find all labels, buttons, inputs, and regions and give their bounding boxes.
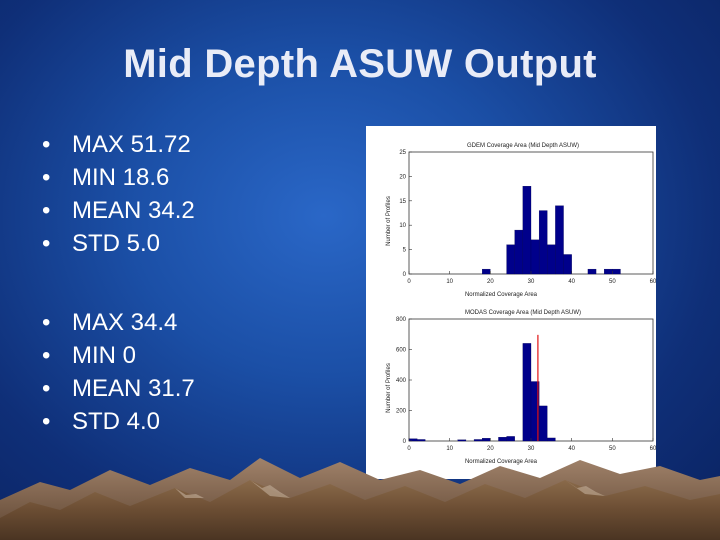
histogram-bar bbox=[555, 205, 564, 275]
stat-item: • MAX 34.4 bbox=[42, 306, 302, 339]
stat-item: • MIN 18.6 bbox=[42, 161, 302, 194]
x-tick-label: 10 bbox=[446, 279, 453, 285]
histogram-bar bbox=[604, 268, 613, 275]
stat-max: MAX 51.72 bbox=[72, 131, 191, 158]
histogram-bar bbox=[612, 268, 621, 275]
histogram-bar bbox=[506, 436, 515, 442]
x-tick-label: 50 bbox=[609, 279, 616, 285]
histogram-bar bbox=[547, 437, 556, 442]
bullet-icon: • bbox=[42, 375, 51, 402]
chart-title: MODAS Coverage Area (Mid Depth ASUW) bbox=[465, 310, 581, 316]
stat-item: • MEAN 34.2 bbox=[42, 194, 302, 227]
bullet-icon: • bbox=[42, 408, 51, 435]
histogram-bar bbox=[530, 239, 540, 275]
y-tick-label: 400 bbox=[396, 378, 407, 384]
x-tick-label: 20 bbox=[487, 446, 494, 452]
chart-title: GDEM Coverage Area (Mid Depth ASUW) bbox=[467, 143, 579, 149]
x-tick-label: 20 bbox=[487, 279, 494, 285]
x-tick-label: 0 bbox=[407, 279, 411, 285]
x-tick-label: 40 bbox=[568, 279, 575, 285]
stat-item: • MEAN 31.7 bbox=[42, 372, 302, 405]
stat-item: • STD 4.0 bbox=[42, 405, 302, 438]
slide-title: Mid Depth ASUW Output bbox=[123, 42, 597, 86]
stat-max: MAX 34.4 bbox=[72, 309, 178, 336]
histogram-bar bbox=[506, 244, 515, 275]
mountain-range-decoration bbox=[0, 458, 720, 540]
y-tick-label: 10 bbox=[399, 223, 406, 229]
x-tick-label: 0 bbox=[407, 446, 411, 452]
y-axis-label: Number of Profiles bbox=[386, 196, 392, 246]
histogram-bar bbox=[563, 254, 572, 275]
stats-list-gdem: • MAX 51.72 • MIN 18.6 • MEAN 34.2 • STD 5.0 bbox=[42, 128, 302, 260]
y-tick-label: 15 bbox=[399, 199, 406, 205]
x-axis-label: Normalized Coverage Area bbox=[465, 292, 538, 298]
bullet-icon: • bbox=[42, 230, 51, 257]
bullet-icon: • bbox=[42, 131, 51, 158]
histogram-bar bbox=[482, 268, 491, 275]
histogram-bar bbox=[522, 343, 532, 442]
y-tick-label: 0 bbox=[403, 272, 407, 278]
bullet-icon: • bbox=[42, 197, 51, 224]
x-tick-label: 30 bbox=[528, 279, 535, 285]
stat-mean: MEAN 34.2 bbox=[72, 197, 195, 224]
x-axis-label: Normalized Coverage Area bbox=[465, 459, 538, 465]
x-tick-label: 30 bbox=[528, 446, 535, 452]
stat-std: STD 4.0 bbox=[72, 408, 161, 435]
y-tick-label: 25 bbox=[399, 150, 406, 156]
x-tick-label: 10 bbox=[446, 446, 453, 452]
x-tick-label: 50 bbox=[609, 446, 616, 452]
stat-item: • MIN 0 bbox=[42, 339, 302, 372]
stat-std: STD 5.0 bbox=[72, 230, 161, 257]
stat-item: • STD 5.0 bbox=[42, 227, 302, 260]
bullet-icon: • bbox=[42, 342, 51, 369]
histogram-bar bbox=[416, 439, 426, 442]
y-tick-label: 0 bbox=[403, 439, 407, 445]
mountain-front bbox=[0, 480, 720, 540]
histogram-bar bbox=[522, 186, 532, 275]
bullet-icon: • bbox=[42, 164, 51, 191]
stats-list-modas: • MAX 34.4 • MIN 0 • MEAN 31.7 • STD 4.0 bbox=[42, 306, 302, 438]
mountain-snow bbox=[175, 480, 605, 498]
stat-min: MIN 0 bbox=[72, 342, 137, 369]
stat-min: MIN 18.6 bbox=[72, 164, 170, 191]
y-tick-label: 800 bbox=[396, 317, 407, 323]
histogram-bar bbox=[538, 405, 548, 442]
histogram-bar bbox=[457, 439, 467, 442]
x-tick-label: 60 bbox=[650, 446, 656, 452]
stat-item: • MAX 51.72 bbox=[42, 128, 302, 161]
y-tick-label: 5 bbox=[403, 248, 407, 254]
y-tick-label: 600 bbox=[396, 348, 407, 354]
y-tick-label: 20 bbox=[399, 174, 406, 180]
stat-mean: MEAN 31.7 bbox=[72, 375, 195, 402]
x-tick-label: 40 bbox=[568, 446, 575, 452]
histogram-figure: 0 10 20 30 40 50 60 0 5 10 15 20 25 GDEM Coverage Are… bbox=[366, 126, 657, 479]
y-axis-label: Number of Profiles bbox=[386, 363, 392, 413]
histogram-bar bbox=[538, 210, 548, 275]
histogram-bar bbox=[587, 268, 597, 275]
bullet-icon: • bbox=[42, 309, 51, 336]
histogram-bar bbox=[514, 229, 524, 275]
y-tick-label: 200 bbox=[396, 409, 407, 415]
histogram-bar bbox=[547, 244, 556, 275]
x-tick-label: 60 bbox=[650, 279, 656, 285]
